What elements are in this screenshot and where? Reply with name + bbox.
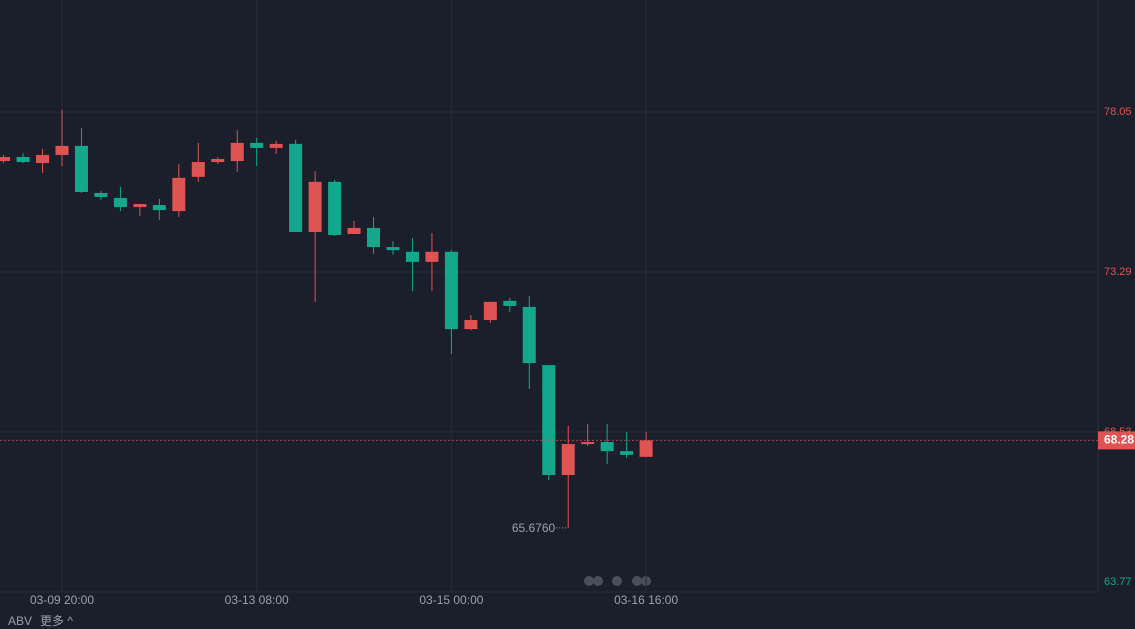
- x-tick-label: 03-09 20:00: [30, 593, 94, 607]
- candle-body: [94, 192, 108, 197]
- candle-body: [425, 251, 439, 262]
- candle-body: [639, 440, 653, 457]
- y-tick-label: 73.29: [1104, 266, 1132, 278]
- candle-body: [113, 198, 127, 208]
- candle-body: [328, 181, 342, 235]
- annotation-label: 65.6760: [512, 521, 556, 535]
- toolbar-item[interactable]: ABV: [8, 614, 32, 628]
- candle-body: [211, 159, 225, 163]
- candle-body: [542, 365, 556, 476]
- candle-body: [74, 145, 88, 192]
- candle-body: [0, 156, 11, 162]
- candle-body: [581, 442, 595, 445]
- candle-body: [172, 177, 186, 212]
- candle-body: [386, 247, 400, 251]
- candle-body: [308, 181, 322, 232]
- x-tick-label: 03-15 00:00: [419, 593, 483, 607]
- candle-body: [191, 162, 205, 177]
- candle-body: [55, 145, 69, 155]
- candle-body: [503, 300, 517, 306]
- candle-body: [152, 205, 166, 211]
- candle-body: [250, 142, 264, 148]
- candle-body: [36, 154, 50, 164]
- candle-body: [269, 143, 283, 148]
- candle-body: [464, 320, 478, 330]
- candle-body: [405, 251, 419, 262]
- candle-body: [444, 251, 458, 330]
- price-label-bg: [1098, 431, 1135, 450]
- candle-body: [16, 156, 30, 163]
- candle-body: [522, 306, 536, 364]
- candle-body: [561, 444, 575, 476]
- candle-body: [367, 227, 381, 248]
- x-tick-label: 03-13 08:00: [225, 593, 289, 607]
- indicator-icons[interactable]: [584, 576, 651, 586]
- toolbar-item[interactable]: 更多 ^: [40, 614, 73, 628]
- candle-body: [230, 142, 244, 162]
- candle-body: [620, 451, 634, 455]
- candle-body: [133, 204, 147, 208]
- y-tick-label: 78.05: [1104, 106, 1132, 118]
- y-tick-label: 63.77: [1104, 576, 1132, 588]
- candle-body: [483, 301, 497, 321]
- candle-body: [347, 227, 361, 234]
- price-label: 68.28: [1104, 433, 1134, 447]
- candle-body: [289, 143, 303, 232]
- x-tick-label: 03-16 16:00: [614, 593, 678, 607]
- candle-body: [600, 442, 614, 452]
